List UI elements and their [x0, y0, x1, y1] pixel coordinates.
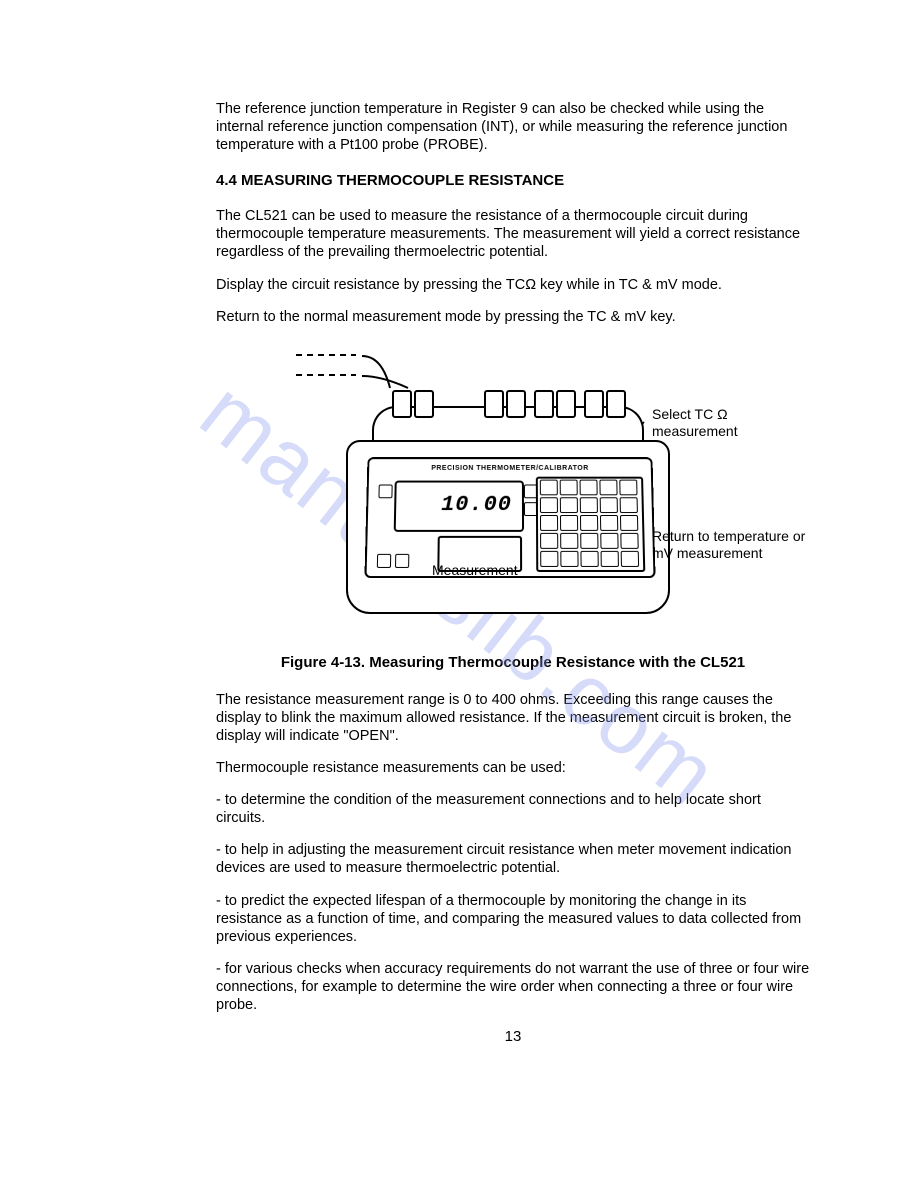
keypad [536, 476, 645, 571]
connector-plug [414, 390, 434, 418]
device-face: PRECISION THERMOMETER/CALIBRATOR 10.00 [364, 457, 655, 578]
connector-plug [534, 390, 554, 418]
section-heading: 4.4 MEASURING THERMOCOUPLE RESISTANCE [216, 172, 810, 191]
figure-device: PRECISION THERMOMETER/CALIBRATOR 10.00 [256, 340, 816, 640]
device-body: PRECISION THERMOMETER/CALIBRATOR 10.00 [346, 440, 670, 614]
callout-return: Return to temperature or mV measurement [652, 528, 812, 562]
paragraph-uses: Thermocouple resistance measurements can… [216, 759, 810, 777]
small-button [524, 502, 538, 516]
page-number: 13 [216, 1028, 810, 1045]
small-button [378, 484, 392, 498]
connector-plug [556, 390, 576, 418]
bullet-item: - to predict the expected lifespan of a … [216, 892, 810, 946]
small-button [524, 484, 538, 498]
paragraph-range: The resistance measurement range is 0 to… [216, 691, 810, 745]
small-button [377, 554, 391, 568]
paragraph-intro: The reference junction temperature in Re… [216, 100, 810, 154]
document-page: manualslib.com The reference junction te… [0, 0, 918, 1188]
bullet-item: - for various checks when accuracy requi… [216, 960, 810, 1014]
figure-caption: Figure 4-13. Measuring Thermocouple Resi… [216, 654, 810, 673]
connector-plug [606, 390, 626, 418]
bullet-item: - to help in adjusting the measurement c… [216, 841, 810, 877]
connector-plug [484, 390, 504, 418]
lcd-display: 10.00 [394, 480, 524, 531]
paragraph-desc: The CL521 can be used to measure the res… [216, 207, 810, 261]
paragraph-return: Return to the normal measurement mode by… [216, 308, 810, 326]
callout-select: Select TC Ω measurement [652, 406, 782, 440]
connector-plug [506, 390, 526, 418]
panel-title: PRECISION THERMOMETER/CALIBRATOR [431, 465, 589, 472]
bullet-item: - to determine the condition of the meas… [216, 791, 810, 827]
connector-plug [584, 390, 604, 418]
paragraph-display: Display the circuit resistance by pressi… [216, 276, 810, 294]
small-button [395, 554, 409, 568]
lcd-value: 10.00 [441, 492, 512, 517]
connector-plug [392, 390, 412, 418]
callout-measurement: Measurement [432, 562, 518, 579]
